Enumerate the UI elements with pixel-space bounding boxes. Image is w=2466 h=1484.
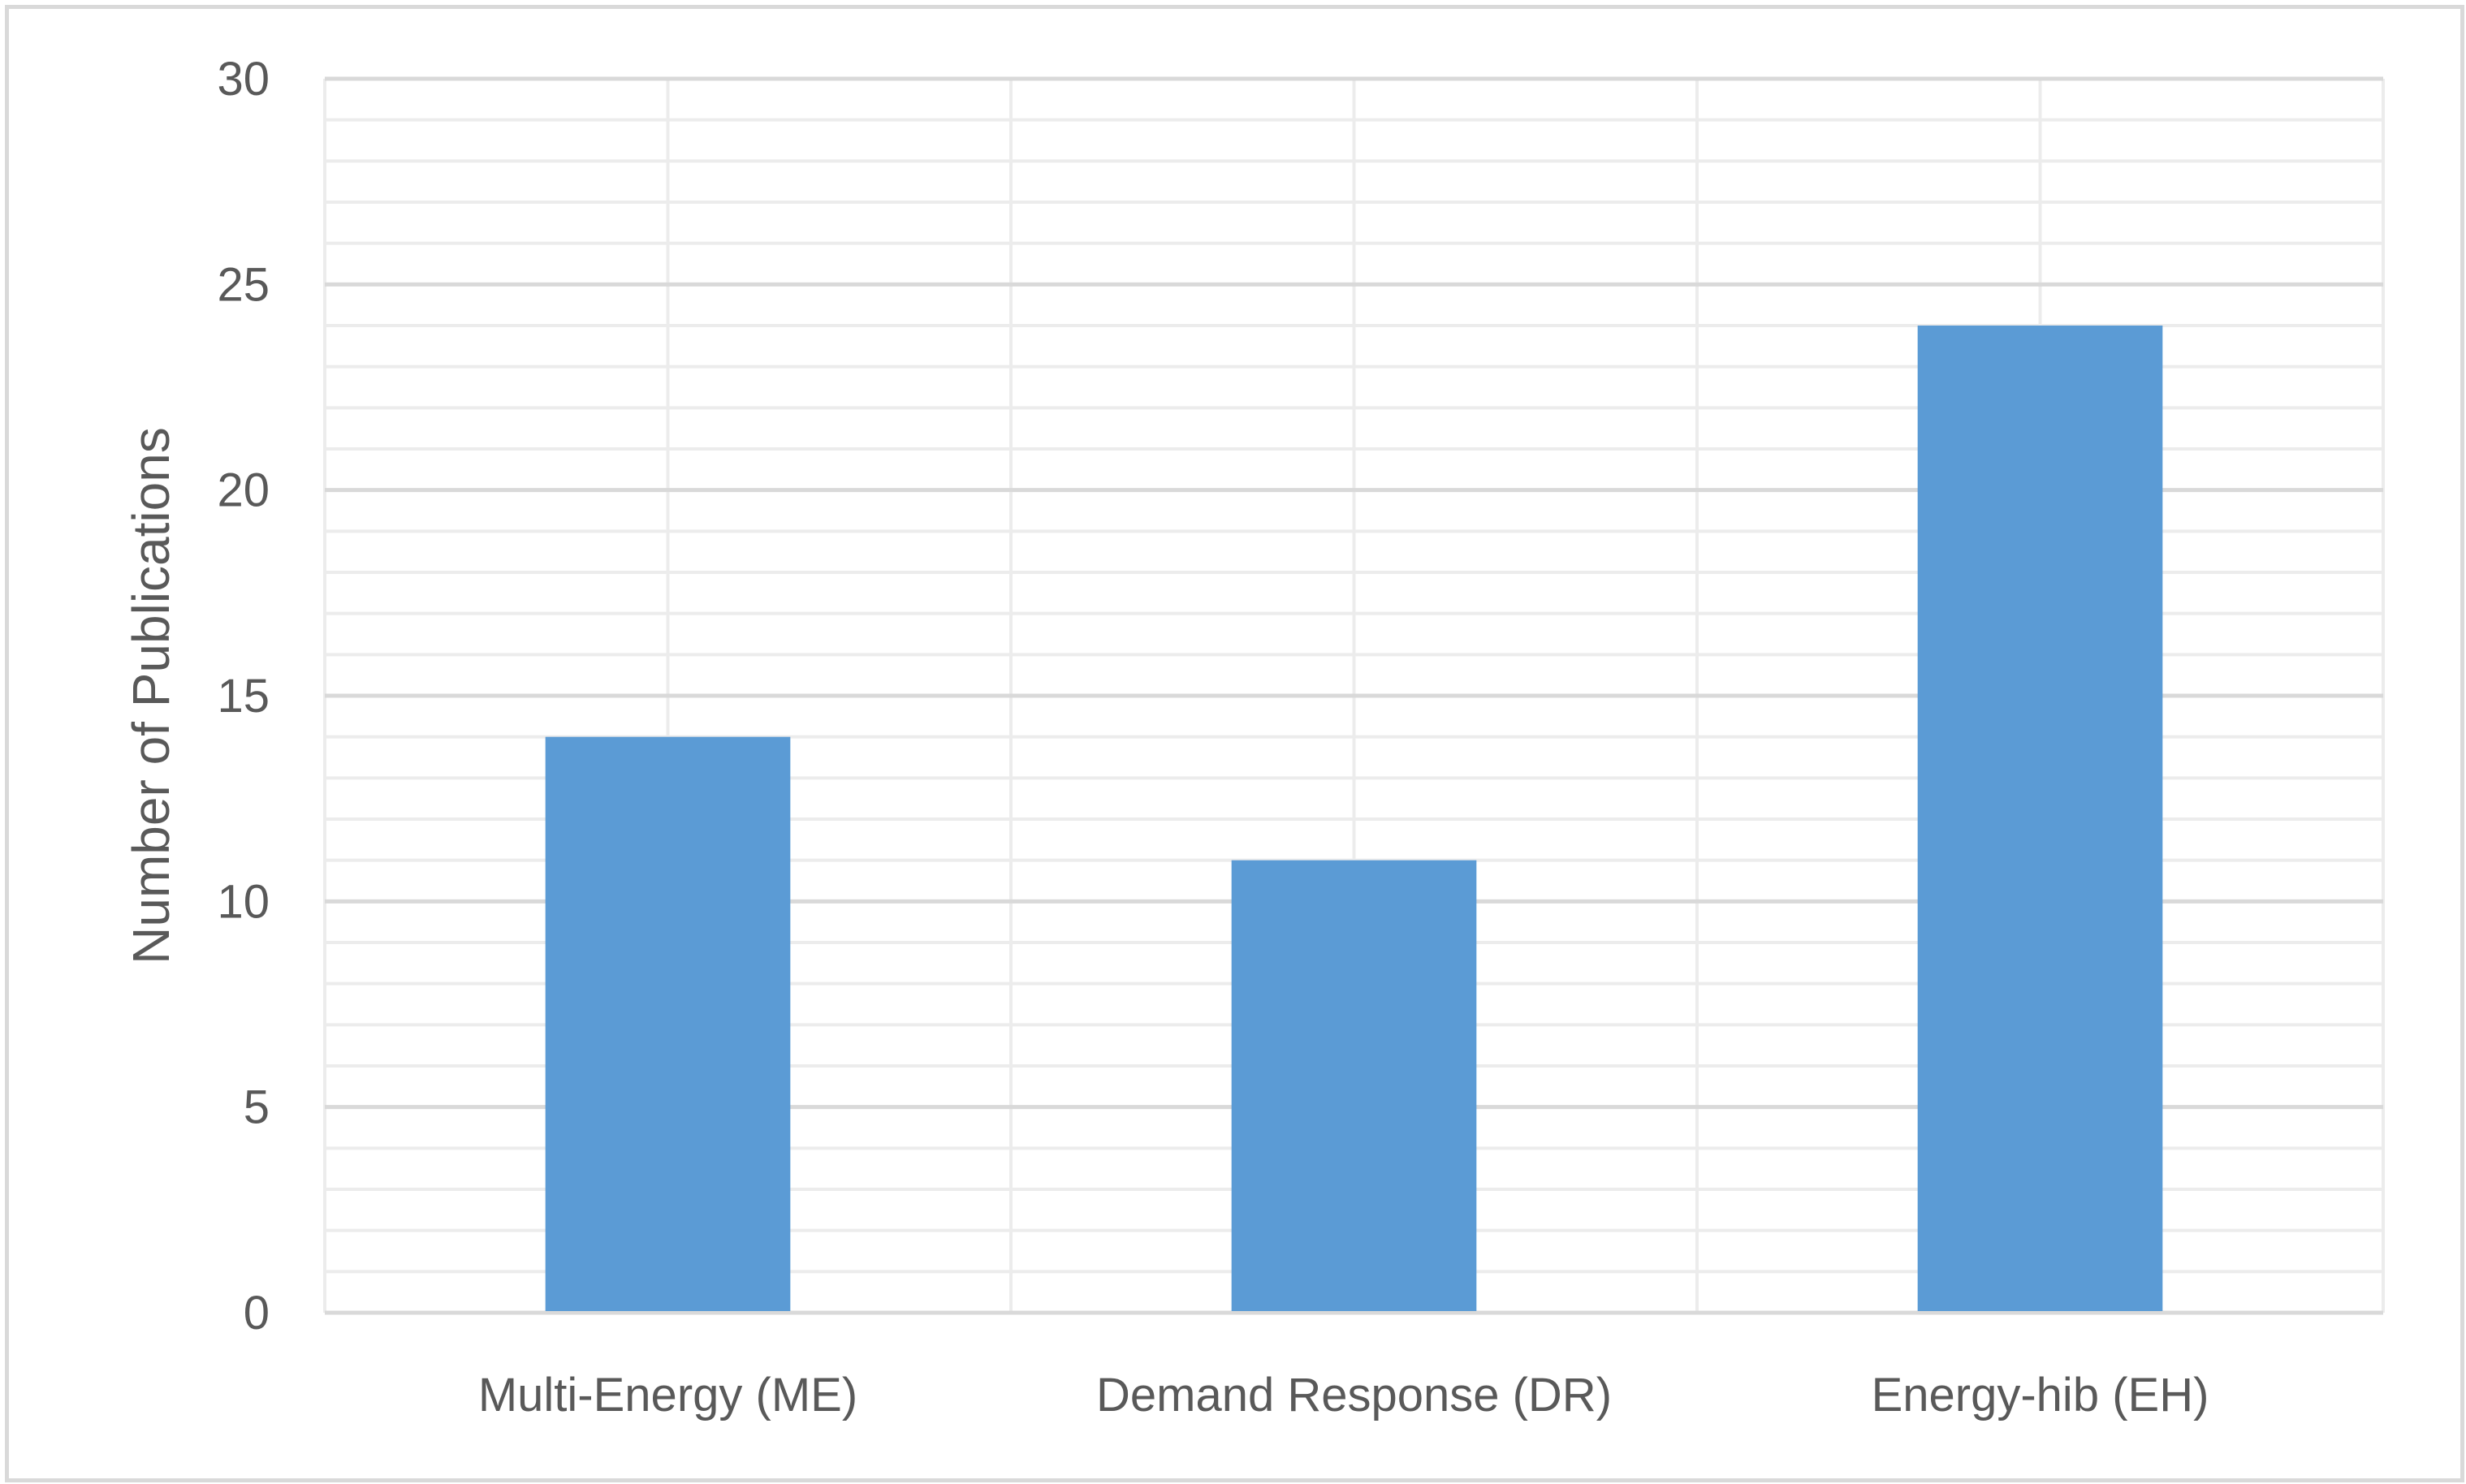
y-axis-title: Number of Publications	[122, 427, 180, 964]
y-tick-label: 0	[244, 1287, 270, 1339]
y-tick-label: 30	[217, 53, 270, 106]
x-tick-label: Energy-hib (EH)	[1872, 1369, 2209, 1421]
bar	[1917, 326, 2163, 1311]
bar	[1231, 860, 1477, 1311]
x-tick-label: Demand Response (DR)	[1096, 1369, 1612, 1421]
x-tick-label: Multi-Energy (ME)	[478, 1369, 857, 1421]
bar-layer	[545, 326, 2163, 1311]
y-tick-label: 15	[217, 670, 270, 723]
axis-layer: 0 5 10 15 20 25 30 Multi-Energy (ME) Demand Resp…	[217, 53, 2209, 1421]
y-tick-label: 25	[217, 258, 270, 311]
y-tick-label: 20	[217, 464, 270, 517]
y-tick-label: 10	[217, 875, 270, 928]
y-tick-label: 5	[244, 1081, 270, 1134]
bar	[545, 736, 791, 1311]
